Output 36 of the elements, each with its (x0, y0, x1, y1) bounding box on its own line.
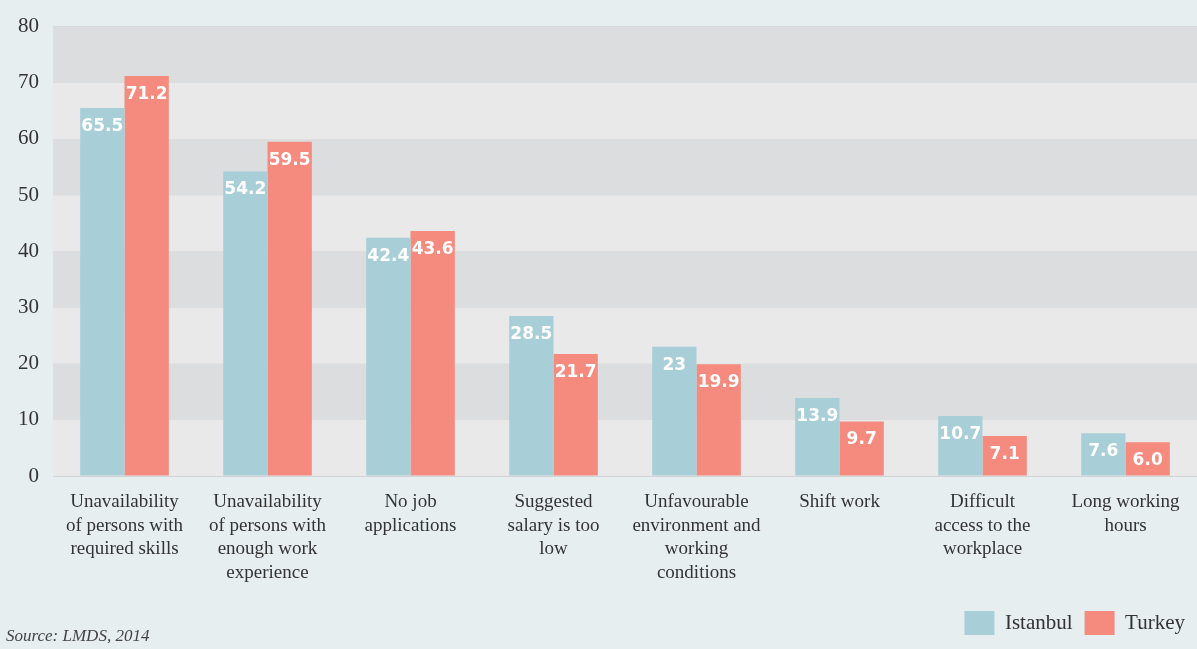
x-tick-label: Unavailability of persons with required skills (65, 489, 184, 559)
y-tick-label: 50 (18, 181, 39, 206)
data-label: 23 (662, 353, 687, 374)
y-tick-label: 80 (18, 13, 39, 38)
data-label: 7.6 (1088, 440, 1119, 461)
x-tick-label: No job applications (364, 489, 457, 535)
x-tick-label: Long working hours (1071, 489, 1181, 535)
y-tick-label: 60 (18, 125, 39, 150)
data-label: 65.5 (81, 114, 124, 135)
data-label: 9.7 (846, 428, 877, 449)
x-tick-label: Unfavourable environment and working conditions (632, 489, 762, 583)
x-tick-label: Shift work (799, 489, 881, 511)
data-label: 10.7 (939, 422, 982, 443)
data-label: 19.9 (697, 371, 740, 392)
data-label: 71.2 (125, 82, 168, 103)
data-label: 59.5 (268, 148, 311, 169)
x-tick-label: Unavailability of persons with enough work experience (208, 489, 327, 583)
data-label: 43.6 (411, 238, 454, 258)
source-note: Source: LMDS, 2014 (6, 625, 150, 645)
y-tick-label: 20 (18, 350, 39, 375)
y-tick-label: 10 (18, 406, 39, 431)
data-label: 54.2 (224, 178, 267, 199)
x-tick-label: Suggested salary is too low (507, 489, 600, 559)
data-label: 6.0 (1132, 449, 1163, 470)
data-label: 21.7 (554, 361, 597, 382)
y-tick-label: 30 (18, 293, 39, 318)
data-label: 28.5 (510, 322, 553, 343)
data-label: 7.1 (989, 443, 1020, 464)
x-tick-label: Difficult access to the workplace (934, 489, 1031, 559)
data-label: 42.4 (367, 244, 410, 265)
y-tick-label: 0 (28, 462, 39, 487)
legend-label: Turkey (1125, 609, 1186, 634)
y-tick-label: 40 (18, 237, 39, 262)
data-label: 13.9 (796, 404, 839, 425)
legend-label: Istanbul (1004, 609, 1073, 634)
y-tick-label: 70 (18, 69, 39, 94)
